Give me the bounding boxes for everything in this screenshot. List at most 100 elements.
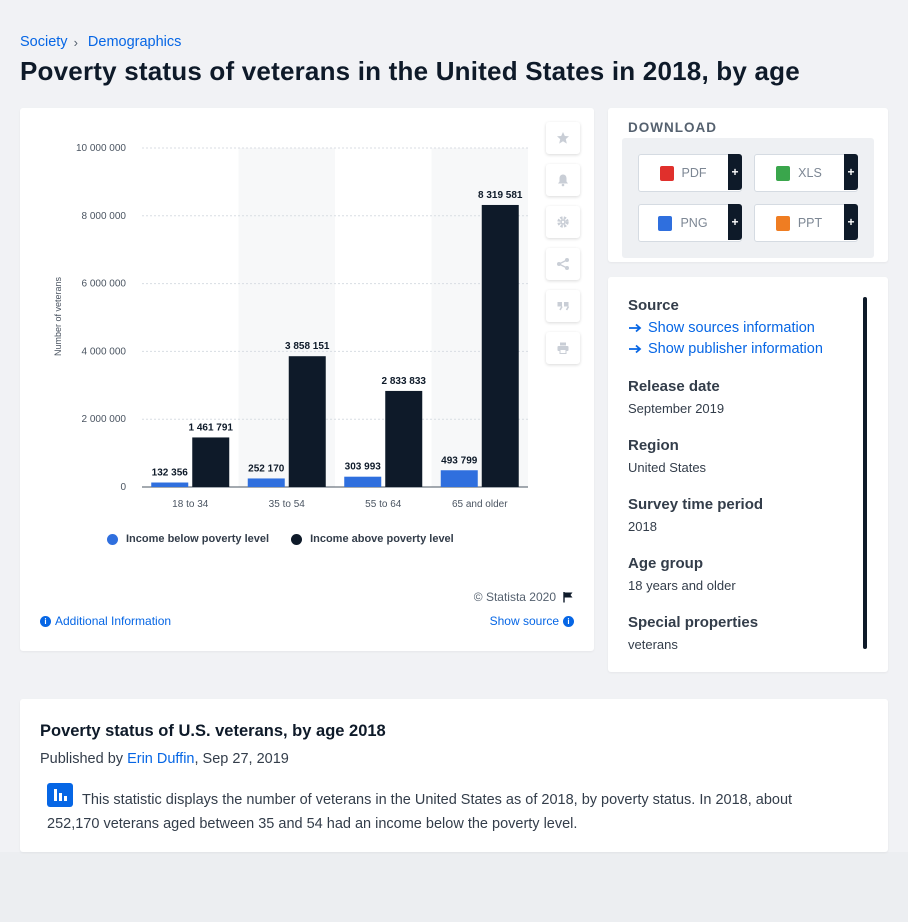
star-icon[interactable]	[546, 122, 580, 154]
copyright: © Statista 2020	[474, 590, 574, 604]
show-publisher-link[interactable]: Show publisher information	[628, 341, 858, 357]
bar-below	[151, 482, 189, 487]
legend-dot-below	[107, 533, 118, 545]
y-axis-label: Number of veterans	[53, 276, 63, 356]
special-properties-heading: Special properties	[628, 614, 759, 631]
download-pdf-plus[interactable]: +	[728, 154, 742, 190]
region-value: United States	[628, 460, 707, 475]
bar-above	[481, 204, 519, 488]
bar-below	[440, 470, 478, 487]
chart-card: 0 2 000 000 4 000 000 6 000 000 8 000 000 10 …	[20, 108, 594, 651]
legend-item-below[interactable]: Income below poverty level	[107, 533, 269, 545]
info-card: Source Show sources information Show pub…	[608, 277, 888, 672]
page-title: Poverty status of veterans in the United…	[20, 56, 800, 86]
source-heading: Source	[628, 297, 679, 314]
published-date: , Sep 27, 2019	[194, 751, 289, 767]
author-link[interactable]: Erin Duffin	[127, 751, 195, 767]
bar-below	[344, 476, 382, 487]
bar-above	[192, 437, 230, 487]
download-xls-label: XLS	[798, 166, 822, 180]
download-xls-button[interactable]: XLS +	[754, 154, 858, 192]
description-card: Poverty status of U.S. veterans, by age …	[20, 699, 888, 852]
statistic-icon	[47, 783, 73, 807]
legend-label-above: Income above poverty level	[310, 533, 454, 545]
show-source-link[interactable]: Show source i	[490, 614, 574, 628]
breadcrumb-demographics[interactable]: Demographics	[87, 34, 182, 50]
published-prefix: Published by	[40, 751, 124, 767]
description-title: Poverty status of U.S. veterans, by age …	[40, 722, 386, 740]
show-source-label: Show source	[489, 614, 559, 628]
y-tick-label: 0	[120, 482, 126, 493]
survey-period-value: 2018	[628, 519, 657, 534]
y-tick-label: 4 000 000	[82, 346, 127, 357]
region-heading: Region	[628, 437, 679, 454]
x-tick-label: 35 to 54	[269, 499, 306, 510]
show-sources-link[interactable]: Show sources information	[628, 320, 858, 336]
flag-icon[interactable]	[562, 591, 574, 603]
info-icon: i	[40, 615, 51, 627]
bar-above	[288, 356, 326, 487]
description-text: This statistic displays the number of ve…	[47, 792, 793, 832]
quote-icon[interactable]	[546, 290, 580, 322]
download-ppt-plus[interactable]: +	[844, 204, 858, 240]
arrow-right-icon	[629, 323, 642, 333]
data-label: 303 993	[345, 462, 382, 473]
bar-chart: 0 2 000 000 4 000 000 6 000 000 8 000 000 10 …	[53, 143, 528, 510]
print-icon[interactable]	[546, 332, 580, 364]
download-ppt-label: PPT	[797, 216, 823, 230]
legend-dot-above	[291, 533, 303, 545]
show-sources-label: Show sources information	[648, 320, 815, 336]
download-png-label: PNG	[680, 216, 708, 230]
download-png-button[interactable]: PNG +	[638, 204, 742, 242]
y-tick-label: 8 000 000	[82, 211, 127, 222]
breadcrumb-society[interactable]: Society	[20, 34, 68, 50]
chart-tools	[546, 122, 580, 364]
arrow-right-icon	[629, 344, 642, 354]
chart-legend: Income below poverty level Income above …	[107, 533, 454, 545]
info-icon: i	[563, 615, 574, 627]
release-date-value: September 2019	[628, 401, 725, 416]
share-icon[interactable]	[546, 248, 580, 280]
data-label: 2 833 833	[382, 376, 427, 387]
release-date-heading: Release date	[628, 378, 720, 395]
xls-file-icon	[776, 165, 791, 181]
bar-below	[247, 478, 285, 487]
download-png-plus[interactable]: +	[728, 204, 742, 240]
survey-period-heading: Survey time period	[628, 496, 764, 513]
x-tick-label: 65 and older	[452, 499, 508, 510]
y-tick-label: 10 000 000	[76, 143, 126, 154]
age-group-value: 18 years and older	[628, 578, 736, 593]
additional-info-link[interactable]: i Additional Information	[40, 614, 171, 628]
data-label: 8 319 581	[478, 190, 523, 201]
data-label: 3 858 151	[285, 341, 330, 352]
ppt-file-icon	[775, 215, 790, 231]
age-group-heading: Age group	[628, 555, 703, 572]
footer-band	[0, 852, 908, 922]
legend-label-below: Income below poverty level	[126, 533, 270, 545]
download-options: PDF + XLS + PNG + PPT +	[622, 138, 874, 258]
download-pdf-button[interactable]: PDF +	[638, 154, 742, 192]
info-scrollbar[interactable]	[863, 297, 867, 649]
download-card: DOWNLOAD PDF + XLS + PNG +	[608, 108, 888, 262]
data-label: 132 356	[152, 468, 189, 479]
y-tick-label: 2 000 000	[82, 414, 127, 425]
data-label: 1 461 791	[189, 422, 234, 433]
download-xls-plus[interactable]: +	[844, 154, 858, 190]
bell-icon[interactable]	[546, 164, 580, 196]
published-by: Published by Erin Duffin, Sep 27, 2019	[40, 751, 289, 767]
gear-icon[interactable]	[546, 206, 580, 238]
pdf-file-icon	[659, 165, 674, 181]
breadcrumb: Society › Demographics	[20, 34, 181, 50]
x-tick-label: 18 to 34	[172, 499, 209, 510]
copyright-text: © Statista 2020	[473, 590, 556, 604]
data-label: 252 170	[248, 463, 285, 474]
png-file-icon	[658, 215, 673, 231]
additional-info-label: Additional Information	[55, 614, 172, 628]
download-ppt-button[interactable]: PPT +	[754, 204, 858, 242]
download-title: DOWNLOAD	[628, 120, 717, 135]
info-content: Source Show sources information Show pub…	[628, 297, 858, 673]
data-label: 493 799	[441, 455, 478, 466]
breadcrumb-chevron-icon: ›	[73, 34, 78, 50]
legend-item-above[interactable]: Income above poverty level	[291, 533, 454, 545]
y-tick-label: 6 000 000	[82, 279, 127, 290]
